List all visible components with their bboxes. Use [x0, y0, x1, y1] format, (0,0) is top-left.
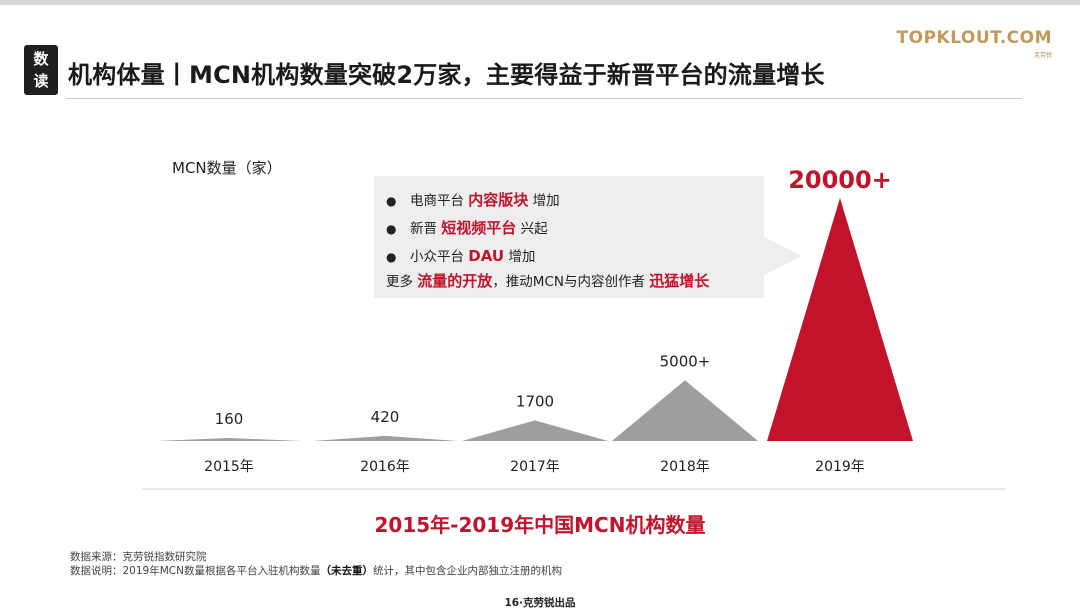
badge-char-2: 读 — [33, 72, 49, 90]
source-note: 数据说明：2019年MCN数量根据各平台入驻机构数量（未去重）统计，其中包含企业… — [70, 564, 562, 578]
x-tick-label: 2018年 — [660, 459, 710, 475]
bar-2018年 — [612, 380, 758, 441]
note-prefix: 数据说明：2019年MCN数量根据各平台入驻机构数量 — [70, 565, 321, 577]
page-title: 机构体量丨MCN机构数量突破2万家，主要得益于新晋平台的流量增长 — [68, 61, 825, 89]
callout-item-highlight: 短视频平台 — [441, 219, 517, 237]
bar-2016年 — [312, 435, 458, 441]
bar-2015年 — [156, 438, 302, 441]
summary-prefix: 更多 — [386, 274, 418, 290]
callout-item: ● 新晋 短视频平台 兴起 — [386, 214, 560, 242]
bullet-icon: ● — [386, 194, 397, 208]
note-suffix: 统计，其中包含企业内部独立注册的机构 — [372, 565, 562, 577]
bar-2017年 — [462, 420, 608, 441]
source-notes: 数据来源：克劳锐指数研究院 数据说明：2019年MCN数量根据各平台入驻机构数量… — [70, 550, 562, 578]
summary-highlight-1: 流量的开放 — [417, 272, 493, 290]
y-axis-label: MCN数量（家） — [172, 159, 282, 177]
summary-highlight-2: 迅猛增长 — [649, 272, 710, 290]
x-tick-label: 2019年 — [815, 459, 865, 475]
callout-item-highlight: 内容版块 — [468, 191, 529, 209]
brand-logo: TOPKLOUT.COM 克劳锐 — [897, 28, 1052, 59]
x-tick-label: 2017年 — [510, 459, 560, 475]
section-badge: 数 读 — [24, 45, 58, 95]
callout-box: ● 电商平台 内容版块 增加 ● 新晋 短视频平台 兴起 ● 小众平台 DAU 增加 … — [374, 176, 764, 298]
data-label: 420 — [371, 408, 400, 426]
callout-item-prefix: 电商平台 — [410, 193, 469, 209]
x-tick-label: 2016年 — [360, 459, 410, 475]
x-tick-label: 2015年 — [204, 459, 254, 475]
bullet-icon: ● — [386, 250, 397, 264]
page-footer: 16·克劳锐出品 — [504, 597, 576, 609]
callout-item-prefix: 小众平台 — [410, 249, 469, 265]
data-label: 1700 — [516, 392, 554, 410]
callout-item: ● 电商平台 内容版块 增加 — [386, 186, 560, 214]
title-divider — [66, 98, 1022, 99]
callout-item: ● 小众平台 DAU 增加 — [386, 242, 560, 270]
summary-middle: ，推动MCN与内容创作者 — [492, 274, 650, 290]
callout-item-highlight: DAU — [468, 247, 505, 265]
data-label: 20000+ — [788, 166, 892, 194]
badge-char-1: 数 — [33, 50, 49, 68]
note-bold: （未去重） — [320, 565, 373, 577]
callout-item-suffix: 兴起 — [516, 221, 548, 237]
logo-tagline: 克劳锐 — [1033, 52, 1052, 59]
callout-item-suffix: 增加 — [504, 249, 536, 265]
logo-text: TOPKLOUT.COM — [896, 28, 1052, 48]
bar-2019年 — [767, 198, 913, 441]
callout-item-suffix: 增加 — [528, 193, 560, 209]
callout-pointer — [762, 236, 802, 276]
chart-title: 2015年-2019年中国MCN机构数量 — [374, 513, 706, 537]
callout-summary: 更多 流量的开放，推动MCN与内容创作者 迅猛增长 — [386, 270, 709, 291]
data-label: 160 — [215, 410, 244, 428]
bullet-icon: ● — [386, 222, 397, 236]
source-line: 数据来源：克劳锐指数研究院 — [70, 551, 207, 563]
data-label: 5000+ — [660, 352, 711, 370]
callout-item-prefix: 新晋 — [410, 221, 442, 237]
top-bar — [0, 0, 1080, 5]
